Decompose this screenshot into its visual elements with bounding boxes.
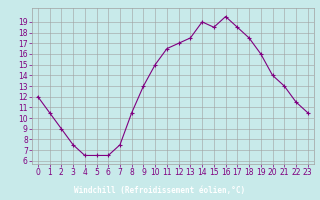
Text: Windchill (Refroidissement éolien,°C): Windchill (Refroidissement éolien,°C) <box>75 186 245 196</box>
